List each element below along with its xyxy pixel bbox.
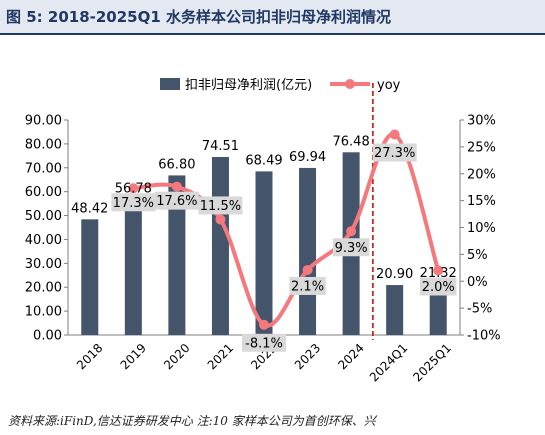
x-tick-label: 2024 <box>335 341 366 372</box>
left-tick-label: 60.00 <box>25 185 62 200</box>
right-tick-label: -10% <box>467 329 501 344</box>
x-tick-label: 2021 <box>205 341 236 372</box>
bar-2024Q1 <box>386 285 404 335</box>
legend-bar-label: 扣非归母净利润(亿元) <box>185 78 312 93</box>
yoy-value-label: 27.3% <box>374 146 415 161</box>
yoy-label-box <box>111 193 156 212</box>
right-tick-label: 20% <box>467 167 496 182</box>
title-bar: 图 5: 2018-2025Q1 水务样本公司扣非归母净利润情况 <box>0 0 545 33</box>
x-tick-label: 2025Q1 <box>410 341 454 385</box>
left-tick-label: 50.00 <box>25 209 62 224</box>
left-tick-label: 80.00 <box>25 137 62 152</box>
source-note: 资料来源:iFinD,信达证券研发中心 注:10 家样本公司为首创环保、兴 <box>8 414 376 428</box>
yoy-point-2024Q1 <box>389 129 400 140</box>
legend-bar-swatch <box>160 78 180 90</box>
x-tick-label: 2023 <box>292 341 323 372</box>
yoy-label-box <box>242 333 286 352</box>
x-tick-label: 2020 <box>161 341 192 372</box>
left-tick-label: 10.00 <box>25 305 62 320</box>
right-tick-label: 15% <box>467 194 496 209</box>
yoy-label-box <box>420 277 457 296</box>
yoy-point-2024 <box>346 226 357 237</box>
bar-2019 <box>124 199 142 335</box>
bar-value-label: 76.48 <box>333 134 370 149</box>
x-tick-label: 2019 <box>118 341 149 372</box>
yoy-point-2019 <box>128 183 139 194</box>
yoy-label-box <box>289 276 326 295</box>
yoy-label-box <box>198 196 243 215</box>
yoy-point-2025Q1 <box>433 265 444 276</box>
bar-value-label: 56.78 <box>115 181 152 196</box>
bar-value-label: 21.32 <box>420 266 457 281</box>
bar-2018 <box>81 219 99 335</box>
right-tick-label: 10% <box>467 221 496 236</box>
yoy-point-2022 <box>259 319 269 330</box>
right-tick-label: 30% <box>467 114 496 129</box>
legend-line-label: yoy <box>377 78 401 93</box>
left-tick-label: 20.00 <box>25 281 62 296</box>
yoy-value-label: 9.3% <box>335 241 368 256</box>
bar-2023 <box>299 167 317 335</box>
bar-value-label: 20.90 <box>376 267 413 282</box>
left-tick-label: 90.00 <box>25 114 62 129</box>
bar-value-label: 48.42 <box>71 201 108 216</box>
right-tick-label: 5% <box>467 248 488 263</box>
bar-2021 <box>211 157 229 335</box>
x-tick-label: 2024Q1 <box>367 341 411 385</box>
yoy-value-label: 2.1% <box>291 279 324 294</box>
bar-2022 <box>255 171 273 335</box>
bar-value-label: 74.51 <box>202 139 239 154</box>
bar-value-label: 69.94 <box>289 150 326 165</box>
yoy-value-label: -8.1% <box>245 336 283 351</box>
yoy-point-2021 <box>215 214 226 225</box>
yoy-value-label: 2.0% <box>422 280 455 295</box>
left-tick-label: 70.00 <box>25 161 62 176</box>
bar-value-label: 68.49 <box>245 153 282 168</box>
yoy-point-2020 <box>171 181 182 192</box>
yoy-label-box <box>372 143 417 162</box>
right-tick-label: -5% <box>467 302 492 317</box>
title-rule <box>0 33 545 35</box>
yoy-label-box <box>154 191 199 210</box>
left-tick-label: 0.00 <box>33 329 62 344</box>
yoy-value-label: 17.3% <box>113 196 154 211</box>
figure-title: 图 5: 2018-2025Q1 水务样本公司扣非归母净利润情况 <box>6 8 392 26</box>
yoy-point-2023 <box>302 264 313 275</box>
left-tick-label: 40.00 <box>25 233 62 248</box>
profit-chart: 0.00 10.00 20.00 30.00 40.00 50.00 60.00 70.00 8… <box>25 78 501 385</box>
bar-2020 <box>168 175 186 335</box>
yoy-label-box <box>332 238 370 257</box>
x-tick-label: 2018 <box>74 341 105 372</box>
right-tick-label: 25% <box>467 140 496 155</box>
bar-value-label: 66.80 <box>158 157 195 172</box>
left-tick-label: 30.00 <box>25 257 62 272</box>
yoy-value-label: 11.5% <box>200 199 241 214</box>
bar-2025Q1 <box>429 284 447 335</box>
right-tick-label: 0% <box>467 275 488 290</box>
yoy-value-label: 17.6% <box>156 194 197 209</box>
legend-line-marker <box>345 79 355 89</box>
